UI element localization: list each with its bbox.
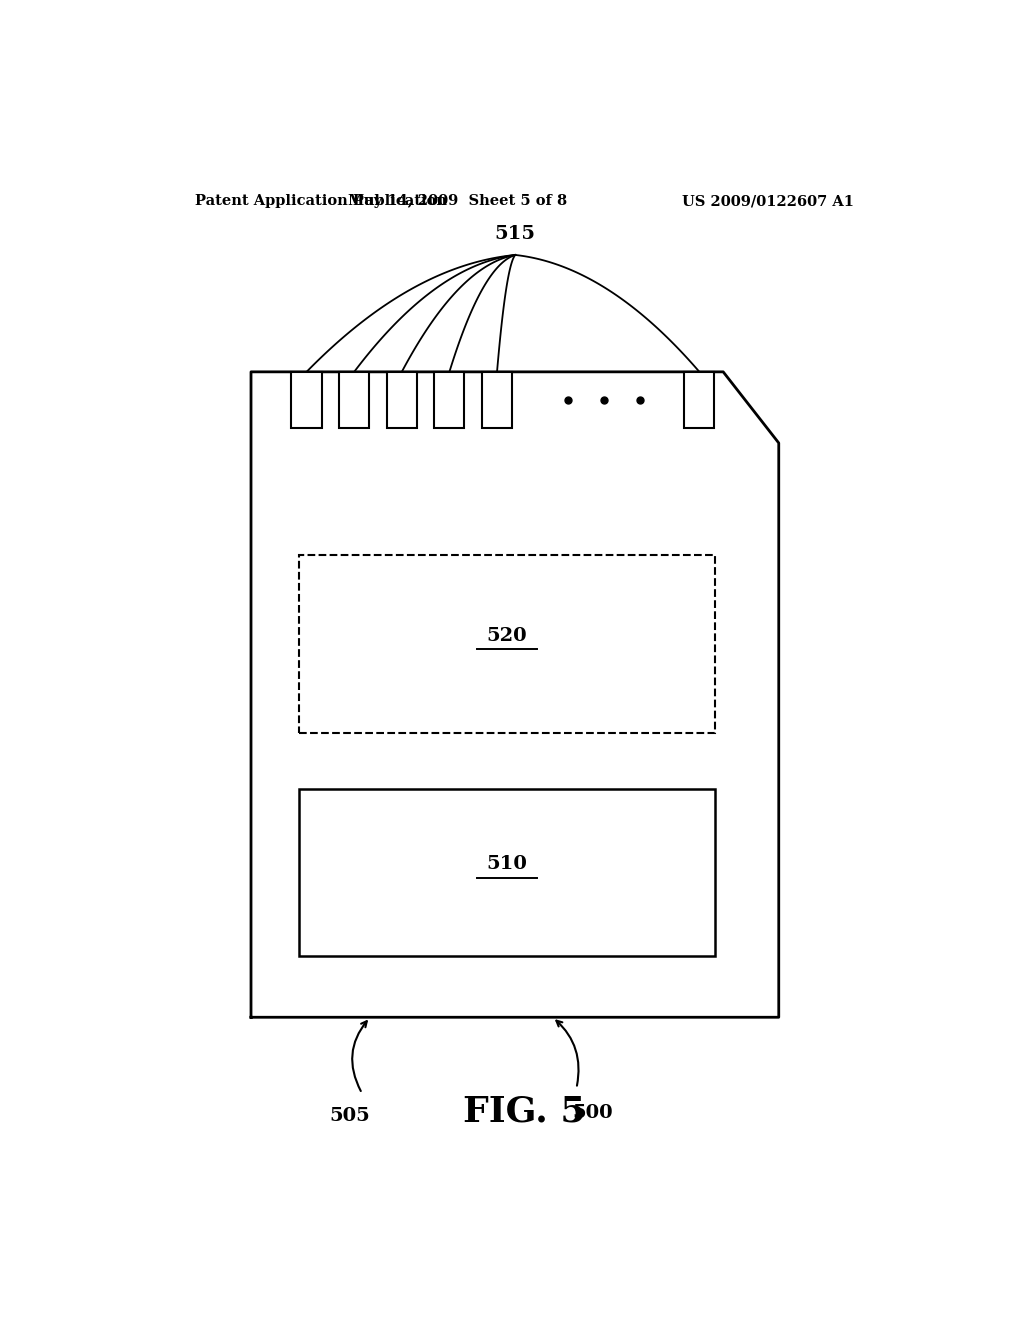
Text: 515: 515 bbox=[495, 224, 536, 243]
Text: 520: 520 bbox=[486, 627, 527, 644]
Bar bbox=[387, 372, 417, 428]
Text: 500: 500 bbox=[572, 1104, 612, 1122]
Bar bbox=[482, 372, 512, 428]
Text: US 2009/0122607 A1: US 2009/0122607 A1 bbox=[682, 194, 854, 209]
Bar bbox=[299, 788, 716, 956]
Bar bbox=[292, 372, 322, 428]
Bar bbox=[684, 372, 715, 428]
Bar bbox=[434, 372, 465, 428]
Text: 505: 505 bbox=[330, 1106, 371, 1125]
Bar bbox=[299, 554, 716, 733]
Bar bbox=[339, 372, 370, 428]
Text: May 14, 2009  Sheet 5 of 8: May 14, 2009 Sheet 5 of 8 bbox=[348, 194, 567, 209]
Text: FIG. 5: FIG. 5 bbox=[464, 1094, 586, 1129]
Text: 510: 510 bbox=[486, 855, 527, 874]
Text: Patent Application Publication: Patent Application Publication bbox=[196, 194, 447, 209]
